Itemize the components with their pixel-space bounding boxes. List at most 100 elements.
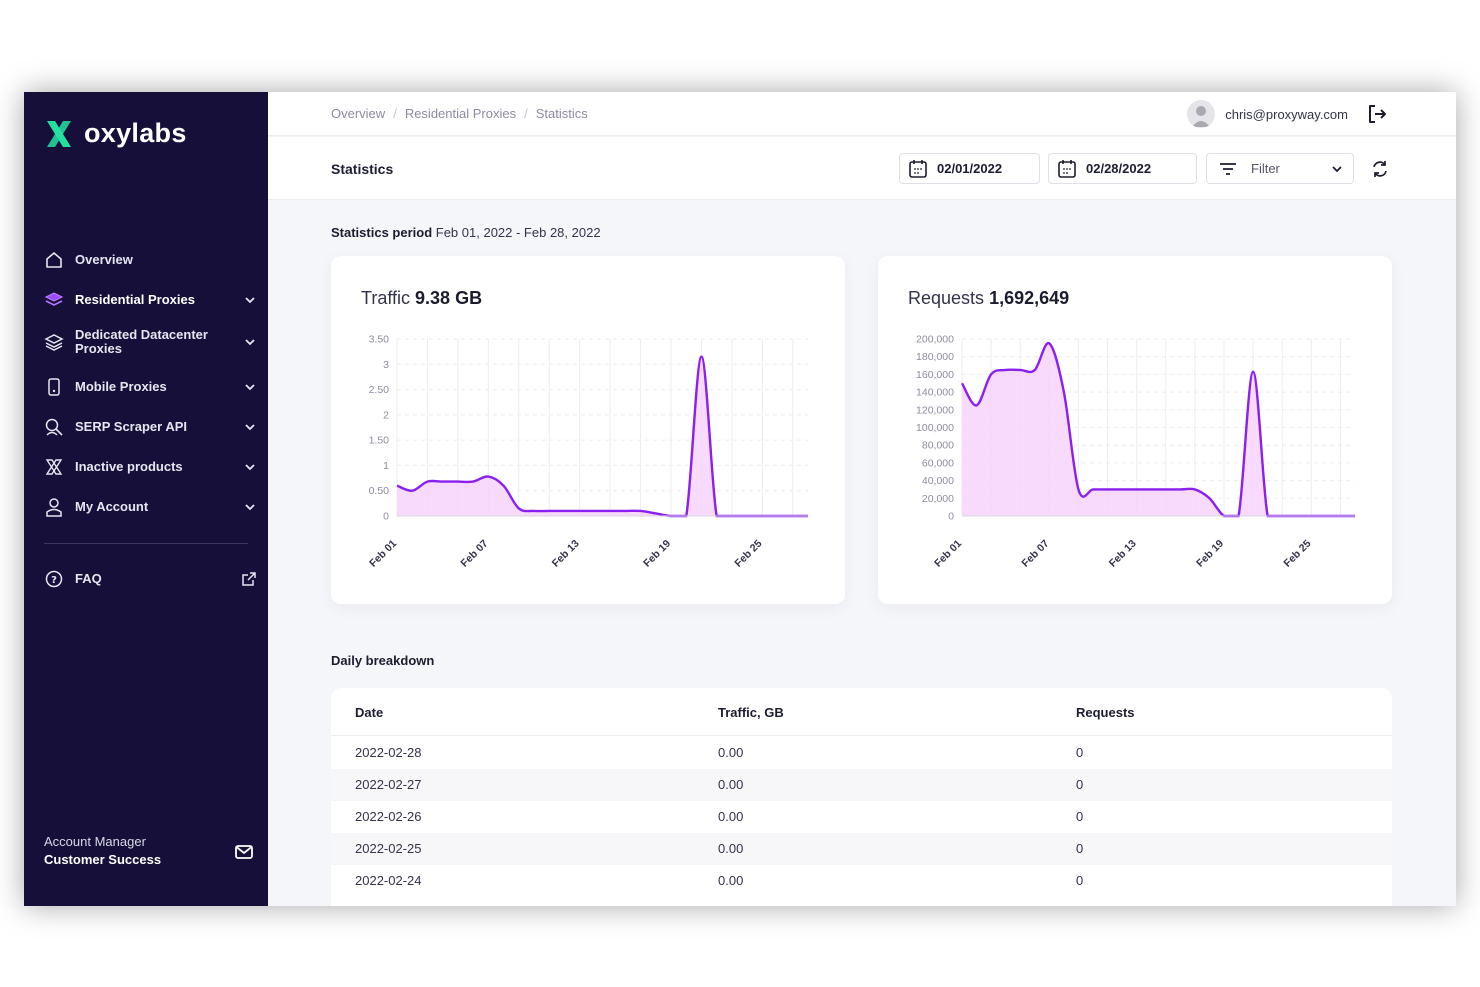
user-email: chris@proxyway.com: [1225, 106, 1348, 122]
y-tick-label: 160,000: [916, 369, 954, 381]
cell-date: 2022-02-28: [355, 745, 422, 760]
toolbar: Statistics 02/01/2022 02/28/2022 Filter: [268, 137, 1456, 200]
cell-traffic: 0.00: [718, 777, 744, 792]
sidebar-item-label: Residential Proxies: [75, 292, 195, 307]
calendar-icon: [1058, 159, 1076, 178]
filter-select[interactable]: Filter: [1206, 153, 1354, 184]
app-window: oxylabs Overview Residential Proxies: [24, 92, 1456, 906]
mail-icon[interactable]: [234, 842, 254, 862]
chevron-down-icon[interactable]: [244, 461, 256, 473]
x-tick-label: Feb 13: [550, 538, 582, 570]
traffic-total: 9.38 GB: [415, 288, 483, 308]
breadcrumb-separator: /: [393, 106, 397, 121]
sidebar-item-faq[interactable]: ? FAQ: [24, 569, 268, 589]
y-tick-label: 180,000: [916, 351, 954, 363]
column-header-date[interactable]: Date: [355, 705, 384, 720]
column-header-requests[interactable]: Requests: [1076, 705, 1135, 720]
svg-text:?: ?: [51, 575, 57, 586]
filter-label: Filter: [1251, 161, 1280, 176]
date-from-input[interactable]: 02/01/2022: [899, 153, 1040, 184]
sidebar-item-label: Dedicated Datacenter Proxies: [75, 327, 208, 356]
oxylabs-x-icon: [47, 120, 71, 147]
requests-chart: 0 20,000 40,000 60,000 80,000 100,000 120,000 1…: [916, 334, 1356, 570]
x-tick-label: Feb 13: [1107, 538, 1139, 570]
account-manager-role: Account Manager: [44, 834, 146, 849]
statistics-period-label: Statistics period: [331, 225, 433, 240]
sidebar-item-my-account[interactable]: My Account: [24, 497, 268, 517]
sidebar-item-dedicated-datacenter[interactable]: Dedicated Datacenter Proxies: [24, 326, 268, 358]
y-tick-label: 3: [383, 359, 389, 371]
chevron-down-icon[interactable]: [244, 294, 256, 306]
y-tick-label: 2: [383, 409, 389, 421]
y-tick-label: 20,000: [922, 493, 954, 505]
cell-traffic: 0.00: [718, 841, 744, 856]
traffic-label: Traffic: [361, 288, 411, 308]
x-tick-label: Feb 25: [1281, 538, 1313, 570]
account-manager: Account Manager Customer Success: [44, 834, 254, 867]
chevron-down-icon[interactable]: [244, 381, 256, 393]
account-manager-name: Customer Success: [44, 852, 162, 867]
table-row: 2022-02-26 0.00 0: [331, 801, 1392, 833]
home-icon: [44, 250, 64, 270]
search-person-icon: [44, 417, 64, 437]
breadcrumb-overview[interactable]: Overview: [331, 106, 386, 121]
y-tick-label: 100,000: [916, 422, 954, 434]
table-row: 2022-02-24 0.00 0: [331, 865, 1392, 897]
sidebar-item-overview[interactable]: Overview: [24, 250, 268, 270]
mobile-icon: [44, 377, 64, 397]
cell-requests: 0: [1076, 873, 1084, 888]
export-refresh-icon[interactable]: [1370, 159, 1390, 179]
x-tick-label: Feb 01: [367, 538, 399, 570]
table-header: Date Traffic, GB Requests: [331, 688, 1392, 736]
sidebar-item-residential-proxies[interactable]: Residential Proxies: [24, 290, 268, 310]
daily-breakdown-title: Daily breakdown: [331, 653, 435, 668]
filter-lines-icon: [1220, 162, 1236, 175]
cell-traffic: 0.00: [718, 873, 744, 888]
date-to-input[interactable]: 02/28/2022: [1048, 153, 1197, 184]
cell-traffic: 0.00: [718, 809, 744, 824]
server-stack-icon: [44, 332, 64, 352]
breadcrumb: Overview / Residential Proxies / Statist…: [331, 106, 588, 121]
brand-name: oxylabs: [84, 118, 187, 148]
statistics-period-range: Feb 01, 2022 - Feb 28, 2022: [435, 225, 601, 240]
x-mark-icon: [44, 457, 64, 477]
cell-date: 2022-02-25: [355, 841, 422, 856]
daily-breakdown-table: Date Traffic, GB Requests 2022-02-28 0.00…: [331, 688, 1392, 906]
sidebar-item-label: FAQ: [75, 571, 102, 586]
chevron-down-icon[interactable]: [244, 421, 256, 433]
chevron-down-icon[interactable]: [244, 336, 256, 348]
sidebar-item-mobile-proxies[interactable]: Mobile Proxies: [24, 377, 268, 397]
sidebar-item-label: Overview: [75, 252, 133, 267]
table-row: 2022-02-25 0.00 0: [331, 833, 1392, 865]
cell-requests: 0: [1076, 745, 1084, 760]
y-tick-label: 80,000: [922, 440, 954, 452]
sidebar-item-inactive-products[interactable]: Inactive products: [24, 457, 268, 477]
column-header-traffic[interactable]: Traffic, GB: [718, 705, 784, 720]
area-fill: [962, 343, 1355, 516]
area-fill: [397, 356, 808, 516]
breadcrumb-residential-proxies[interactable]: Residential Proxies: [404, 106, 517, 121]
sidebar-item-serp-scraper-api[interactable]: SERP Scraper API: [24, 417, 268, 437]
logout-icon[interactable]: [1366, 103, 1388, 125]
y-tick-label: 200,000: [916, 334, 954, 346]
date-to-value: 02/28/2022: [1086, 161, 1152, 176]
y-tick-label: 0: [383, 511, 389, 523]
external-link-icon[interactable]: [242, 572, 256, 586]
cell-requests: 0: [1076, 809, 1084, 824]
chevron-down-icon: [1332, 166, 1342, 173]
user-menu[interactable]: chris@proxyway.com: [1187, 100, 1348, 128]
page-title: Statistics: [331, 161, 394, 177]
table-row: 2022-02-28 0.00 0: [331, 737, 1392, 769]
y-tick-label: 3.50: [369, 334, 390, 346]
y-tick-label: 1: [383, 460, 389, 472]
brand-logo[interactable]: oxylabs: [44, 118, 187, 149]
table-row: 2022-02-27 0.00 0: [331, 769, 1392, 801]
chevron-down-icon[interactable]: [244, 501, 256, 513]
user-icon: [44, 497, 64, 517]
statistics-period: Statistics period Feb 01, 2022 - Feb 28,…: [331, 225, 601, 240]
traffic-card: Traffic 9.38 GB 0 0.50 1 1.50 2 2.50 3 3.50 Feb …: [331, 256, 845, 604]
traffic-title: Traffic 9.38 GB: [361, 288, 482, 309]
sidebar-item-label: My Account: [75, 499, 149, 514]
sidebar: oxylabs Overview Residential Proxies: [24, 92, 268, 906]
x-tick-label: Feb 07: [1019, 538, 1051, 570]
